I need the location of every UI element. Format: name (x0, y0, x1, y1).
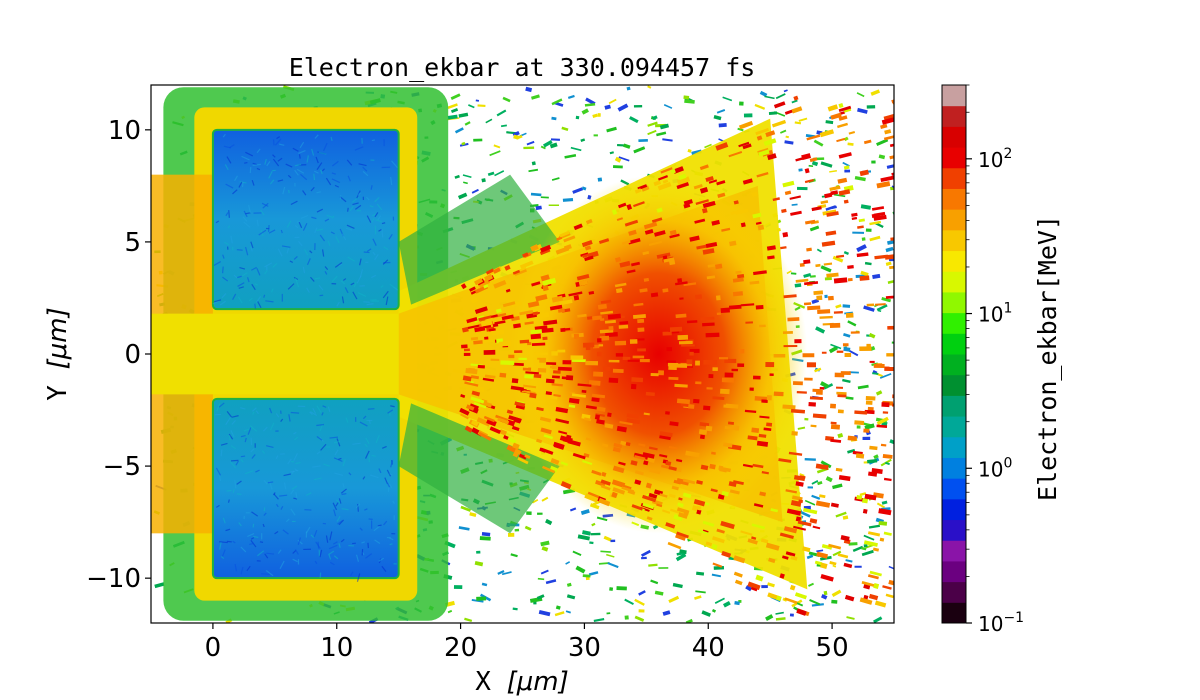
colorbar-level (942, 457, 966, 479)
colorbar-tick-label: 10−1 (978, 610, 1024, 636)
y-axis: 10 5 0 −5 −10 (86, 116, 151, 594)
y-tick-label: 0 (124, 340, 141, 370)
colorbar-level (942, 229, 966, 252)
colorbar-level (942, 436, 966, 458)
colorbar-level (942, 167, 966, 189)
colorbar-level (942, 147, 966, 169)
colorbar-level (942, 354, 966, 376)
x-axis: 0 10 20 30 40 50 (205, 623, 849, 663)
y-tick-label: −5 (103, 452, 141, 482)
colorbar-tick-label: 100 (978, 455, 1012, 481)
colorbar-level (942, 85, 966, 107)
colorbar-level (942, 291, 966, 314)
y-axis-label: Y [μm] (43, 307, 73, 400)
colorbar: 10−1 100 101 102 (941, 84, 1024, 636)
y-tick-label: 5 (124, 228, 141, 258)
colorbar-level (942, 105, 966, 127)
x-axis-label: X [μm] (475, 667, 568, 697)
x-tick-label: 0 (205, 633, 222, 663)
colorbar-level (942, 478, 966, 500)
colorbar-level (942, 188, 966, 210)
colorbar-level (942, 498, 966, 521)
colorbar-level (942, 250, 966, 272)
colorbar-tick-label: 101 (978, 301, 1012, 327)
colorbar-level (942, 602, 966, 624)
colorbar-level (942, 560, 966, 583)
x-tick-label: 40 (692, 633, 725, 663)
colorbar-level (942, 395, 966, 417)
x-tick-label: 20 (444, 633, 477, 663)
x-tick-label: 10 (320, 633, 353, 663)
colorbar-level (942, 374, 966, 396)
colorbar-level (942, 581, 966, 603)
colorbar-level (942, 519, 966, 541)
y-tick-label: −10 (86, 564, 141, 594)
colorbar-level (942, 271, 966, 293)
colorbar-frame (941, 84, 967, 624)
x-tick-label: 50 (816, 633, 849, 663)
colorbar-level (942, 126, 966, 148)
colorbar-level (942, 333, 966, 355)
colorbar-level (942, 312, 966, 334)
colorbar-level (942, 540, 966, 562)
colorbar-level (942, 416, 966, 438)
chart-title: Electron_ekbar at 330.094457 fs (289, 53, 756, 82)
colorbar-level (942, 209, 966, 231)
y-tick-label: 10 (108, 116, 141, 146)
heatmap-area (151, 85, 894, 623)
x-tick-label: 30 (568, 633, 601, 663)
colorbar-label: Electron_ekbar[MeV] (1033, 215, 1062, 501)
colorbar-tick-label: 102 (978, 146, 1012, 172)
